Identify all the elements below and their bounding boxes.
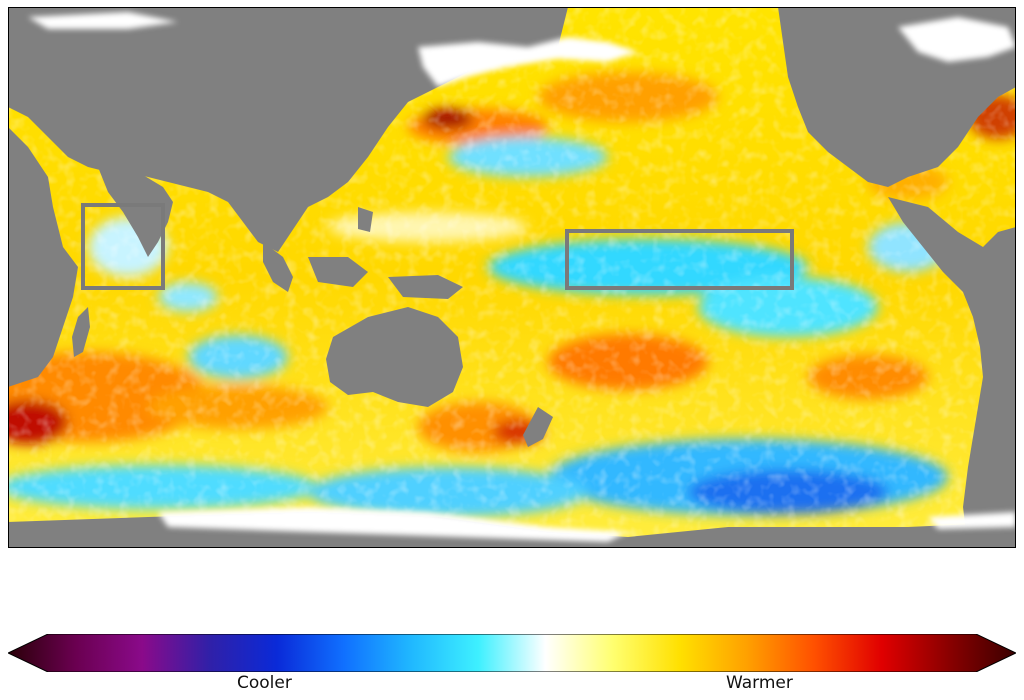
ice-regions xyxy=(28,12,1016,542)
map-border xyxy=(8,7,1016,548)
colorbar xyxy=(8,634,1016,672)
indian-ocean-box xyxy=(81,203,165,290)
central-pacific-box xyxy=(565,229,794,290)
legend-label-cooler: Cooler xyxy=(237,673,292,693)
sst-anomaly-map xyxy=(8,7,1016,548)
colorbar-fill xyxy=(8,634,1016,672)
legend-label-warmer: Warmer xyxy=(726,673,793,693)
